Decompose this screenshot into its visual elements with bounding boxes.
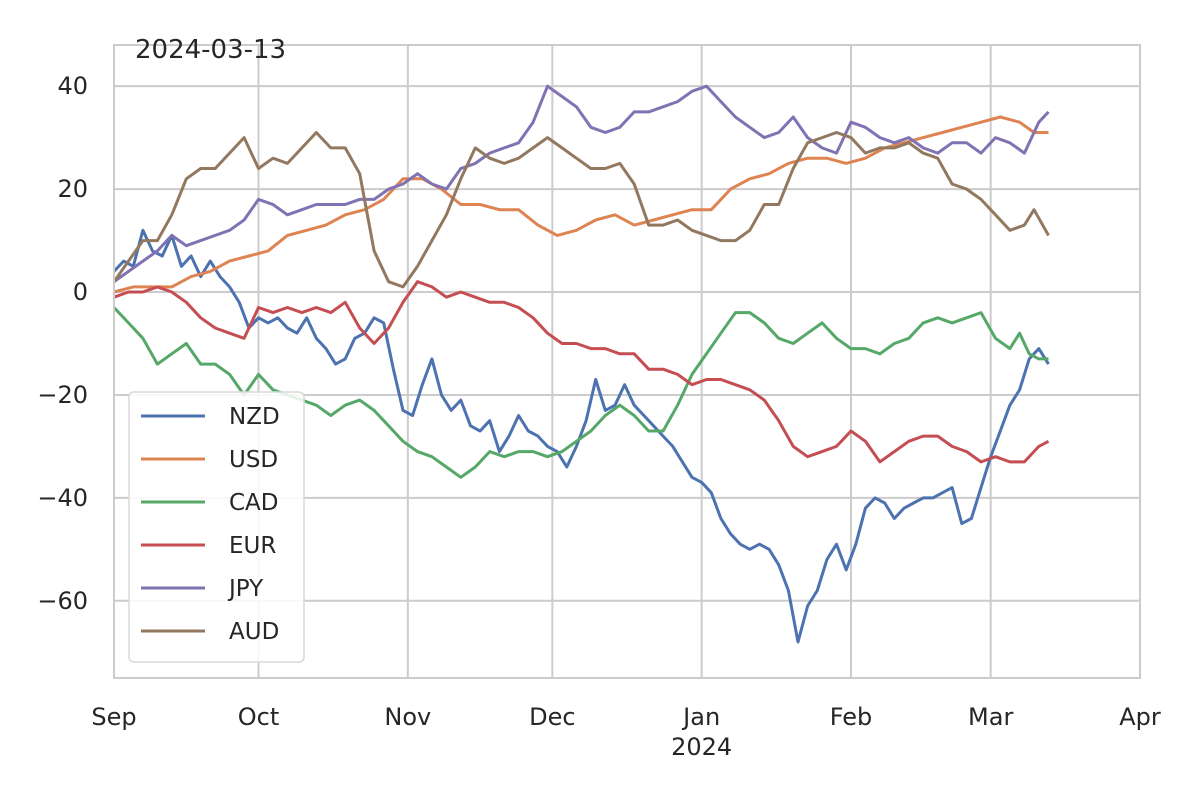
- legend-label-usd: USD: [229, 447, 278, 473]
- x-tick-label: Mar: [968, 703, 1013, 731]
- series-line-cad: [112, 306, 1049, 479]
- x-tick-label: Nov: [384, 703, 431, 731]
- y-tick-label: 20: [57, 175, 88, 203]
- x-tick-label: Sep: [91, 703, 136, 731]
- series-line-eur: [113, 280, 1050, 464]
- y-tick-label: 0: [73, 278, 88, 306]
- x-tick-label: Oct: [238, 703, 280, 731]
- x-tick-year-label: 2024: [671, 733, 732, 761]
- legend-label-cad: CAD: [229, 490, 279, 516]
- legend: NZD USD CAD EUR JPY AUD: [128, 391, 305, 663]
- y-tick-label: −60: [37, 587, 88, 615]
- plot-frame: [113, 44, 1141, 679]
- legend-label-aud: AUD: [229, 619, 279, 645]
- x-tick-label: Jan: [681, 703, 720, 731]
- y-axis: 40 20 0 −20 −40 −60: [37, 72, 88, 615]
- series-layer: [112, 84, 1050, 644]
- date-annotation: 2024-03-13: [135, 35, 286, 65]
- legend-label-eur: EUR: [229, 533, 276, 559]
- series-line-jpy: [113, 84, 1050, 283]
- series-line-aud: [112, 131, 1050, 289]
- legend-label-jpy: JPY: [227, 576, 264, 602]
- x-tick-label: Feb: [830, 703, 873, 731]
- series-line-nzd: [112, 228, 1050, 644]
- y-tick-label: −20: [37, 381, 88, 409]
- y-tick-label: −40: [37, 484, 88, 512]
- y-tick-label: 40: [57, 72, 88, 100]
- series-line-usd: [113, 115, 1049, 294]
- legend-label-nzd: NZD: [229, 404, 280, 430]
- x-tick-label: Apr: [1119, 703, 1161, 731]
- x-tick-label: Dec: [529, 703, 575, 731]
